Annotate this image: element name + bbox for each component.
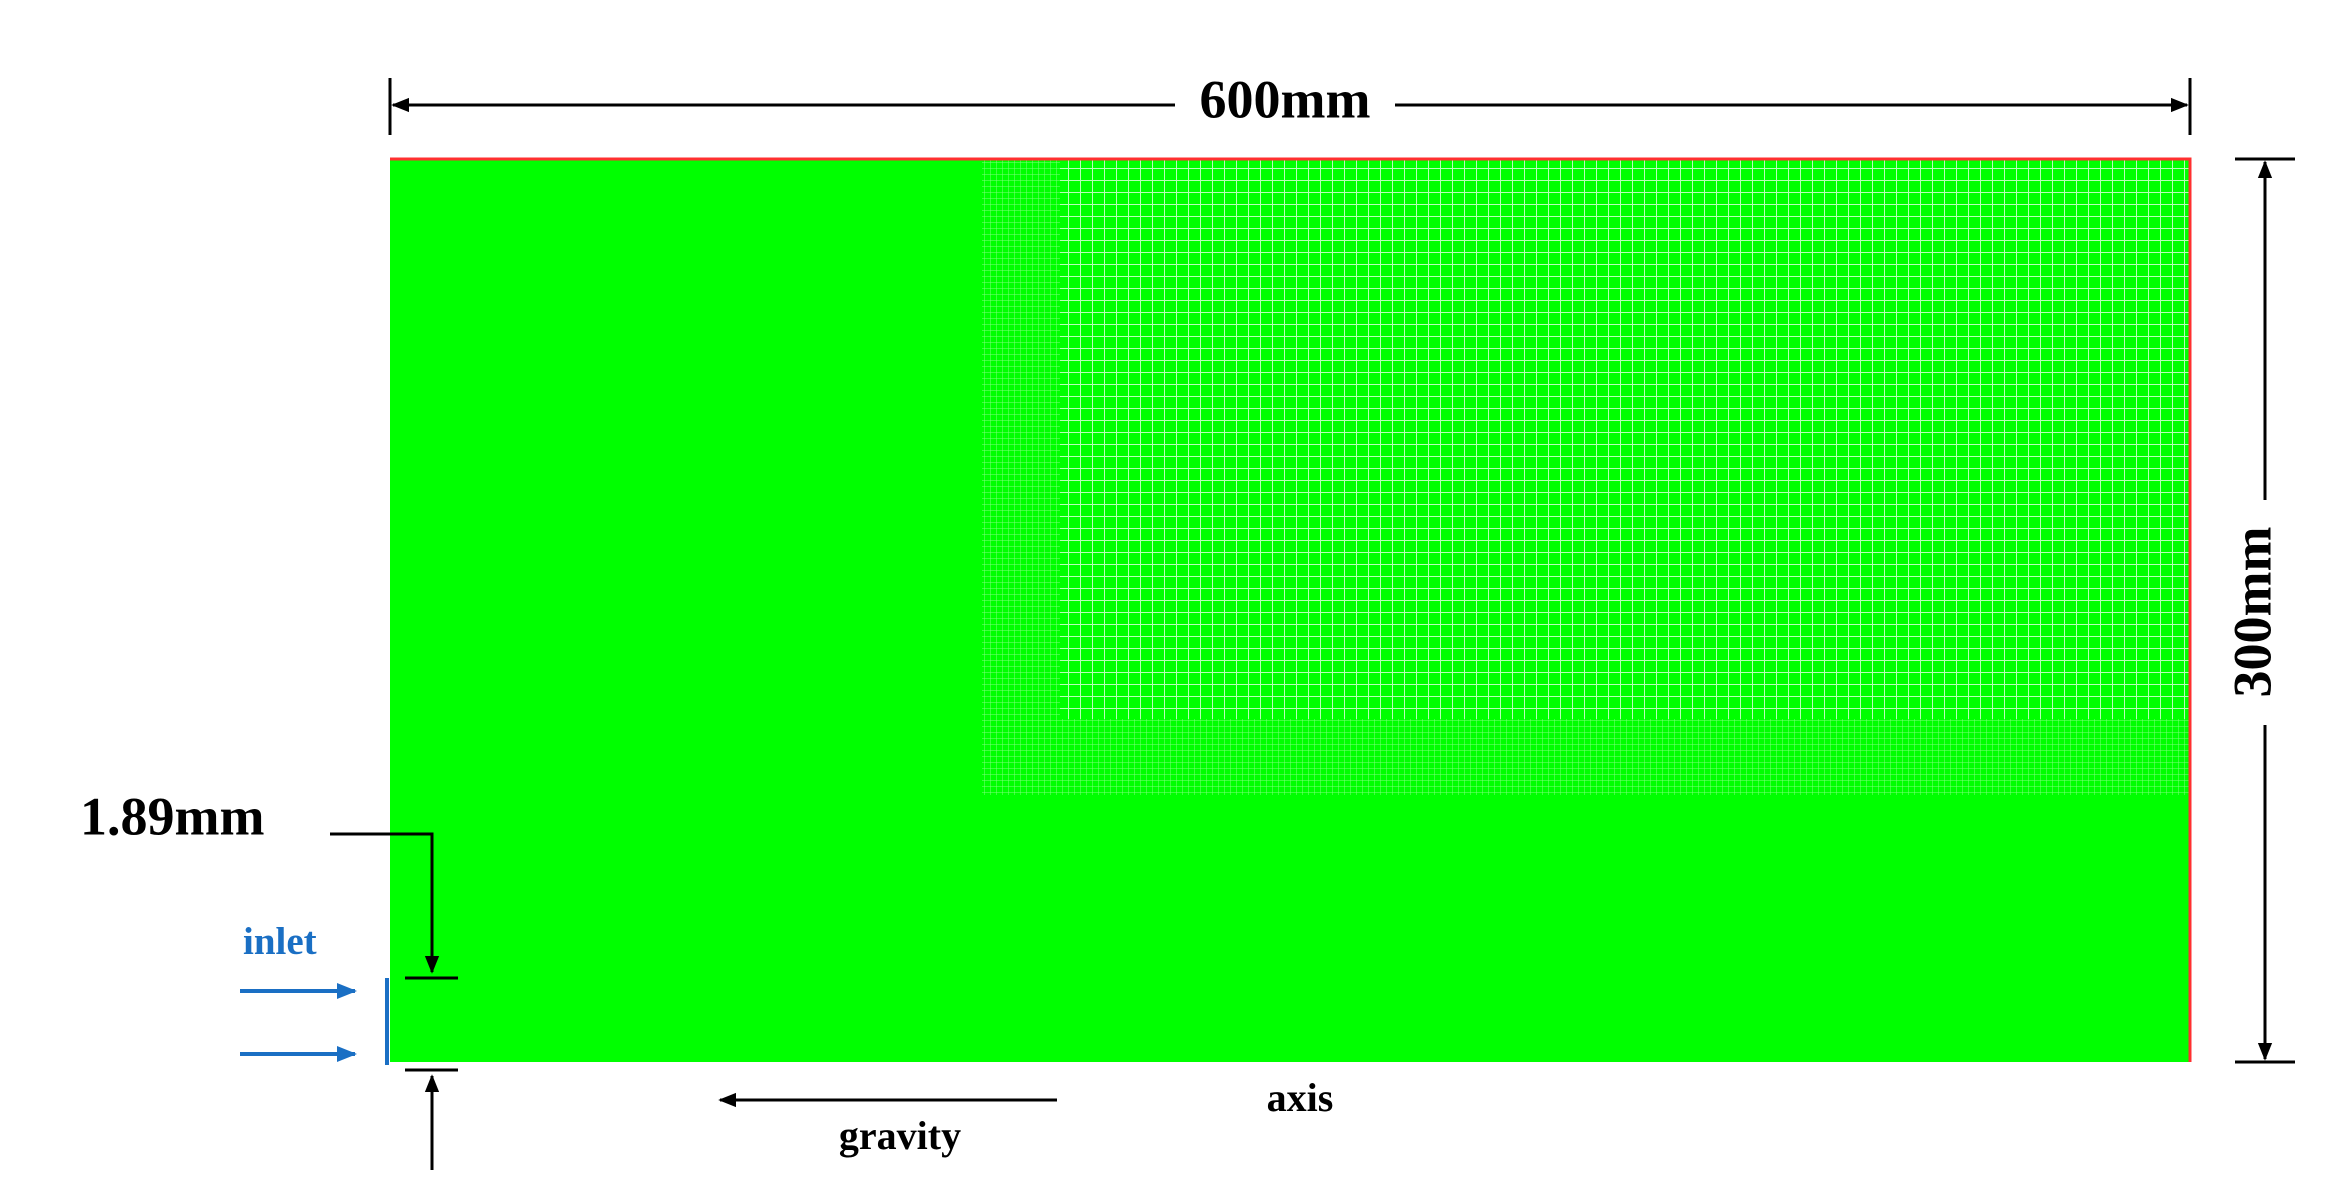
axis-label: axis (1267, 1075, 1334, 1120)
outlet-boundary (390, 157, 2192, 1062)
height-label: 300mm (2222, 527, 2282, 698)
inlet-label: inlet (243, 920, 317, 963)
gravity-label: gravity (839, 1113, 961, 1158)
fine-mesh (1060, 719, 2190, 795)
fine-mesh (982, 159, 1060, 795)
leader-line (330, 832, 440, 974)
width-label: 600mm (1200, 69, 1371, 129)
inlet-gap-label: 1.89mm (80, 786, 264, 846)
coarse-mesh (1060, 159, 2190, 719)
